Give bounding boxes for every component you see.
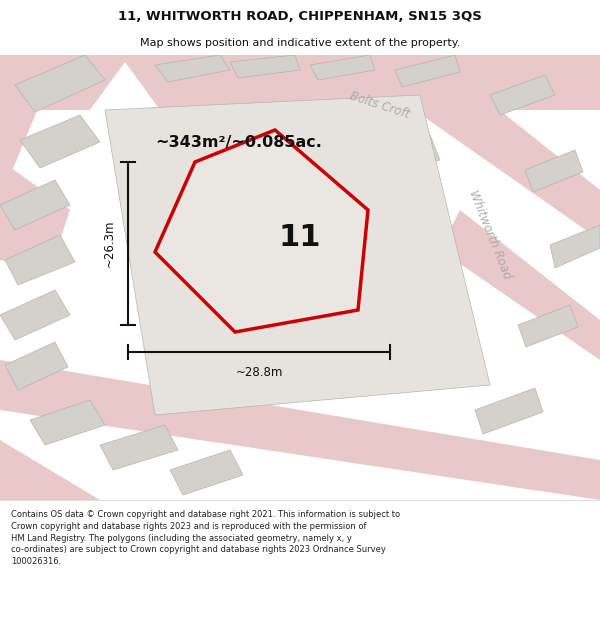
Polygon shape <box>475 388 543 434</box>
Polygon shape <box>518 305 578 347</box>
Polygon shape <box>440 210 600 360</box>
Text: Bolts Croft: Bolts Croft <box>349 89 412 121</box>
Polygon shape <box>0 290 70 340</box>
Polygon shape <box>370 135 440 180</box>
Polygon shape <box>550 225 600 268</box>
Polygon shape <box>15 55 105 112</box>
Polygon shape <box>100 425 178 470</box>
Text: ~26.3m: ~26.3m <box>103 220 116 268</box>
Polygon shape <box>525 150 583 192</box>
Polygon shape <box>5 342 68 390</box>
Text: Map shows position and indicative extent of the property.: Map shows position and indicative extent… <box>140 38 460 48</box>
Text: 11, WHITWORTH ROAD, CHIPPENHAM, SN15 3QS: 11, WHITWORTH ROAD, CHIPPENHAM, SN15 3QS <box>118 10 482 23</box>
Polygon shape <box>120 55 600 110</box>
Polygon shape <box>230 55 300 78</box>
Polygon shape <box>155 130 368 332</box>
Polygon shape <box>155 55 230 82</box>
Polygon shape <box>310 162 378 210</box>
Text: 11: 11 <box>278 223 320 252</box>
Polygon shape <box>105 95 490 415</box>
Polygon shape <box>0 360 600 500</box>
Polygon shape <box>5 235 75 285</box>
Polygon shape <box>20 115 100 168</box>
Polygon shape <box>310 55 375 80</box>
Polygon shape <box>0 180 70 230</box>
Polygon shape <box>30 400 105 445</box>
Text: Whitworth Road: Whitworth Road <box>466 189 514 281</box>
Polygon shape <box>490 75 555 115</box>
Polygon shape <box>220 55 600 80</box>
Polygon shape <box>395 55 460 87</box>
Text: ~343m²/~0.085ac.: ~343m²/~0.085ac. <box>155 134 322 149</box>
Polygon shape <box>400 55 600 240</box>
Text: Contains OS data © Crown copyright and database right 2021. This information is : Contains OS data © Crown copyright and d… <box>11 510 400 566</box>
Polygon shape <box>0 160 70 270</box>
Polygon shape <box>0 440 100 500</box>
Text: ~28.8m: ~28.8m <box>235 366 283 379</box>
Polygon shape <box>0 55 60 200</box>
Polygon shape <box>0 55 130 110</box>
Polygon shape <box>170 450 243 495</box>
